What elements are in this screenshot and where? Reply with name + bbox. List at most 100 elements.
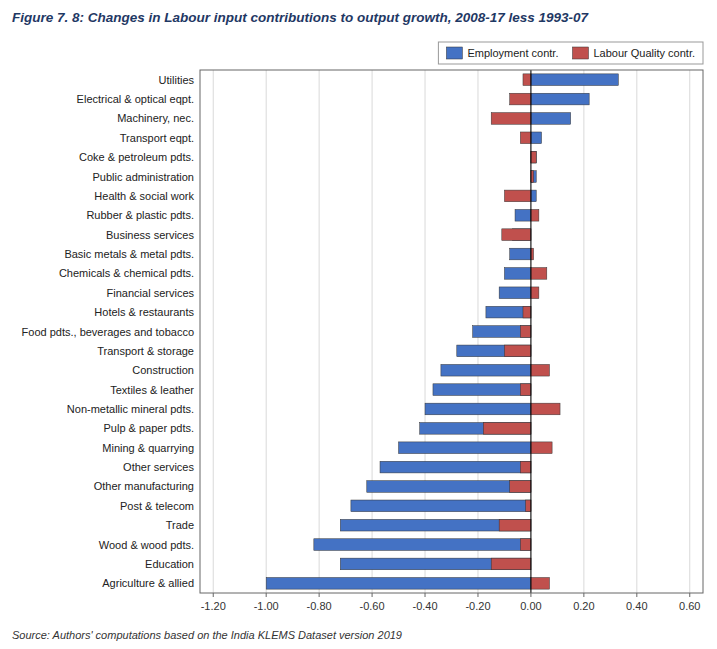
bar <box>457 345 531 357</box>
y-tick-label: Mining & quarrying <box>102 442 194 454</box>
bar <box>520 461 531 473</box>
bar <box>520 132 531 144</box>
bar <box>531 151 536 163</box>
x-tick-label: 0.40 <box>626 600 647 612</box>
plot-frame <box>200 70 703 593</box>
bar <box>523 306 531 318</box>
y-tick-label: Health & social work <box>94 190 194 202</box>
series <box>266 74 618 589</box>
y-axis: Agriculture & alliedEducationWood & wood… <box>22 74 195 590</box>
y-tick-label: Business services <box>106 229 195 241</box>
grid-line <box>425 70 426 593</box>
bar <box>531 287 539 299</box>
bar <box>520 326 531 338</box>
bar <box>491 558 531 570</box>
plot-background <box>200 70 703 593</box>
legend: Employment contr. Labour Quality contr. <box>438 42 703 64</box>
bar <box>504 345 530 357</box>
bar <box>526 500 531 512</box>
x-tick-label: 0.60 <box>679 600 700 612</box>
bar <box>510 481 531 493</box>
bar <box>433 384 531 396</box>
x-tick <box>372 593 373 597</box>
x-tick <box>477 593 478 597</box>
y-tick-label: Trade <box>166 519 194 531</box>
grid <box>213 70 690 593</box>
title: Figure 7. 8: Changes in Labour input con… <box>12 10 590 25</box>
bar <box>499 287 531 299</box>
x-tick <box>583 593 584 597</box>
y-tick-label: Pulp & paper pdts. <box>103 422 194 434</box>
bar <box>531 209 539 221</box>
zero-line <box>530 70 531 593</box>
x-tick-label: -0.20 <box>465 600 490 612</box>
bar <box>531 151 536 163</box>
x-tick-label: -1.20 <box>201 600 226 612</box>
y-tick-label: Machinery, nec. <box>117 112 194 124</box>
bar <box>531 364 550 376</box>
x-tick-label: -0.40 <box>412 600 437 612</box>
x-tick <box>530 593 531 597</box>
bar <box>520 384 531 396</box>
grid-line <box>213 70 214 593</box>
x-axis: -1.20 -1.00 -0.80 -0.60 -0.40 -0.20 0.00 0.20 0.… <box>201 593 701 612</box>
bar <box>314 539 531 551</box>
x-tick-label: -0.60 <box>360 600 385 612</box>
legend-frame <box>438 42 703 64</box>
bar <box>531 74 618 86</box>
y-tick-label: Post & telecom <box>120 500 194 512</box>
bar <box>486 306 531 318</box>
bar <box>515 209 531 221</box>
bar <box>473 326 531 338</box>
y-tick-label: Financial services <box>107 287 195 299</box>
y-tick-label: Agriculture & allied <box>102 577 194 589</box>
grid-line <box>319 70 320 593</box>
y-tick-label: Coke & petroleum pdts. <box>79 151 194 163</box>
bar <box>367 481 531 493</box>
grid-line <box>636 70 637 593</box>
x-tick <box>425 593 426 597</box>
x-tick <box>319 593 320 597</box>
bars <box>266 74 618 589</box>
bar <box>502 229 531 241</box>
y-tick-label: Construction <box>132 364 194 376</box>
bar <box>483 423 531 435</box>
y-tick-label: Chemicals & chemical pdts. <box>59 267 194 279</box>
y-tick-label: Transport & storage <box>97 345 194 357</box>
bar <box>531 403 560 415</box>
grid-line <box>372 70 373 593</box>
bar <box>531 442 552 454</box>
bar <box>504 268 530 280</box>
grid-line <box>583 70 584 593</box>
legend-swatch <box>572 47 588 59</box>
y-tick-label: Education <box>145 558 194 570</box>
legend-label: Employment contr. <box>467 47 558 59</box>
bar <box>380 461 531 473</box>
y-tick-label: Utilities <box>159 74 195 86</box>
x-tick-label: 0.00 <box>520 600 541 612</box>
bar <box>520 539 531 551</box>
y-tick-label: Food pdts., beverages and tobacco <box>22 326 194 338</box>
x-tick <box>266 593 267 597</box>
y-tick-label: Transport eqpt. <box>120 132 194 144</box>
bar <box>504 190 530 202</box>
bar <box>510 248 531 260</box>
bar <box>499 519 531 531</box>
bar <box>491 113 531 125</box>
series <box>483 74 560 589</box>
grid-line <box>266 70 267 593</box>
bar <box>441 364 531 376</box>
bar <box>351 500 531 512</box>
grid-line <box>689 70 690 593</box>
legend-label: Labour Quality contr. <box>593 47 695 59</box>
bar <box>523 74 531 86</box>
x-tick <box>636 593 637 597</box>
y-tick-label: Electrical & optical eqpt. <box>77 93 194 105</box>
bar <box>531 268 547 280</box>
x-tick-label: 0.20 <box>573 600 594 612</box>
bar <box>510 93 531 105</box>
y-tick-label: Other manufacturing <box>94 480 194 492</box>
bar <box>531 171 536 183</box>
x-tick-label: -0.80 <box>307 600 332 612</box>
x-tick-label: -1.00 <box>254 600 279 612</box>
